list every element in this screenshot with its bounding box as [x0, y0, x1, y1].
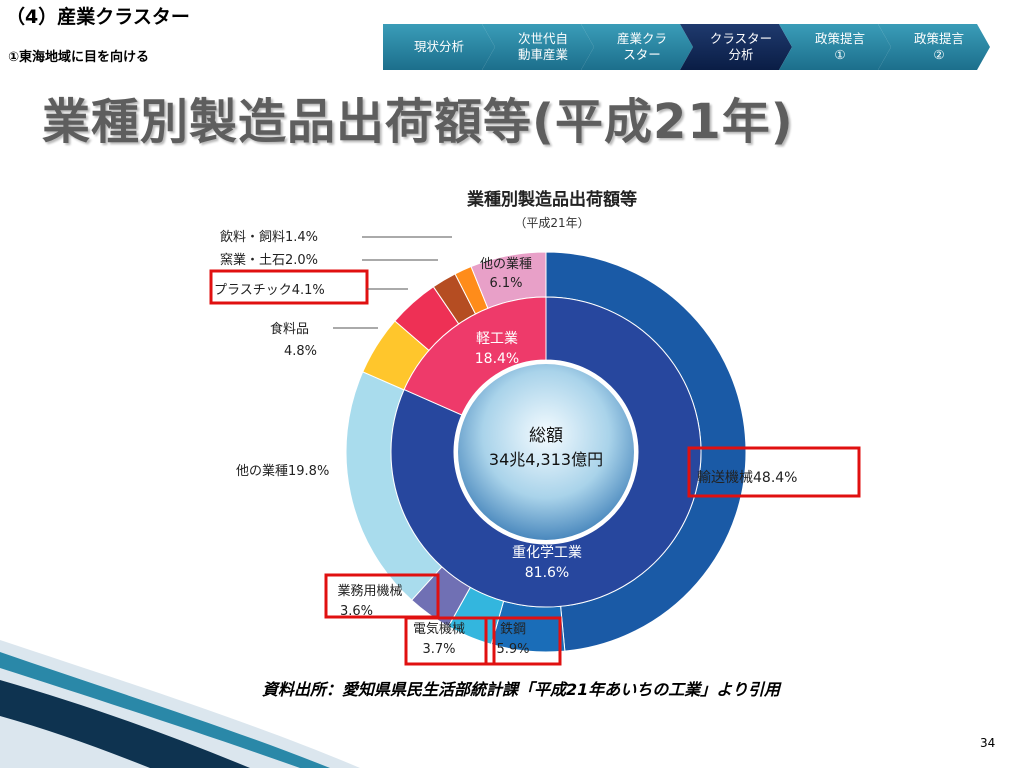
highlight-plastics: [209, 269, 369, 305]
label-transport-machinery: 輸送機械48.4%: [697, 470, 797, 486]
process-steps: 現状分析 次世代自 動車産業 産業クラ スター クラスター 分析 政策提言 ① …: [383, 24, 1003, 70]
label-beverages: 飲料・飼料1.4%: [220, 229, 318, 245]
step-policy-proposal-2[interactable]: 政策提言 ②: [878, 24, 990, 70]
label-food-name: 食料品: [270, 321, 309, 337]
center-label: 総額: [529, 426, 563, 446]
step-cluster-analysis[interactable]: クラスター 分析: [680, 24, 792, 70]
donut-chart: 業種別製造品出荷額等 （平成21年） 総額 34兆4,313億円 重化学工業 81…: [209, 189, 861, 666]
step-current-analysis[interactable]: 現状分析: [383, 24, 495, 70]
label-ceramics: 窯業・土石2.0%: [220, 252, 318, 268]
label-other-industries-outer: 他の業種19.8%: [236, 463, 329, 479]
section-title: （4）産業クラスター: [6, 6, 190, 28]
step-next-gen-auto[interactable]: 次世代自 動車産業: [482, 24, 594, 70]
chart-subtitle: （平成21年）: [514, 216, 589, 230]
highlight-electrical: [404, 616, 496, 666]
label-plastics: プラスチック4.1%: [214, 283, 325, 298]
label-steel-name: 鉄鋼: [500, 622, 526, 637]
inner-label-heavy-value: 81.6%: [525, 565, 569, 581]
step-industry-cluster[interactable]: 産業クラ スター: [581, 24, 693, 70]
step-policy-proposal-1[interactable]: 政策提言 ①: [779, 24, 891, 70]
inner-label-light-value: 18.4%: [475, 351, 519, 367]
inner-label-heavy-name: 重化学工業: [512, 545, 582, 561]
page-number: 34: [980, 736, 996, 750]
label-electrical-name: 電気機械: [413, 621, 465, 637]
label-food-value: 4.8%: [284, 344, 317, 359]
label-other-industries-top-name: 他の業種: [480, 256, 532, 272]
section-subtitle: ①東海地域に目を向ける: [8, 50, 150, 65]
inner-slice-軽工業-1: [403, 296, 547, 416]
label-electrical-value: 3.7%: [422, 642, 455, 657]
highlight-transport-machinery: [687, 446, 861, 498]
highlight-business-machinery: [324, 573, 440, 619]
inner-label-light-name: 軽工業: [476, 331, 518, 347]
center-value: 34兆4,313億円: [489, 450, 603, 469]
source-note: 資料出所：愛知県県民生活部統計課「平成21年あいちの工業」より引用: [262, 680, 780, 699]
page-title: 業種別製造品出荷額等(平成21年): [42, 94, 794, 150]
label-business-machinery-name: 業務用機械: [337, 583, 402, 599]
label-other-industries-top-value: 6.1%: [489, 276, 522, 291]
highlight-steel: [484, 616, 562, 666]
label-steel-value: 5.9%: [496, 642, 529, 657]
center-disc: [458, 364, 634, 540]
chart-title: 業種別製造品出荷額等: [467, 189, 637, 210]
label-business-machinery-value: 3.6%: [340, 604, 373, 619]
inner-slice-重化学工業-0: [390, 296, 702, 608]
